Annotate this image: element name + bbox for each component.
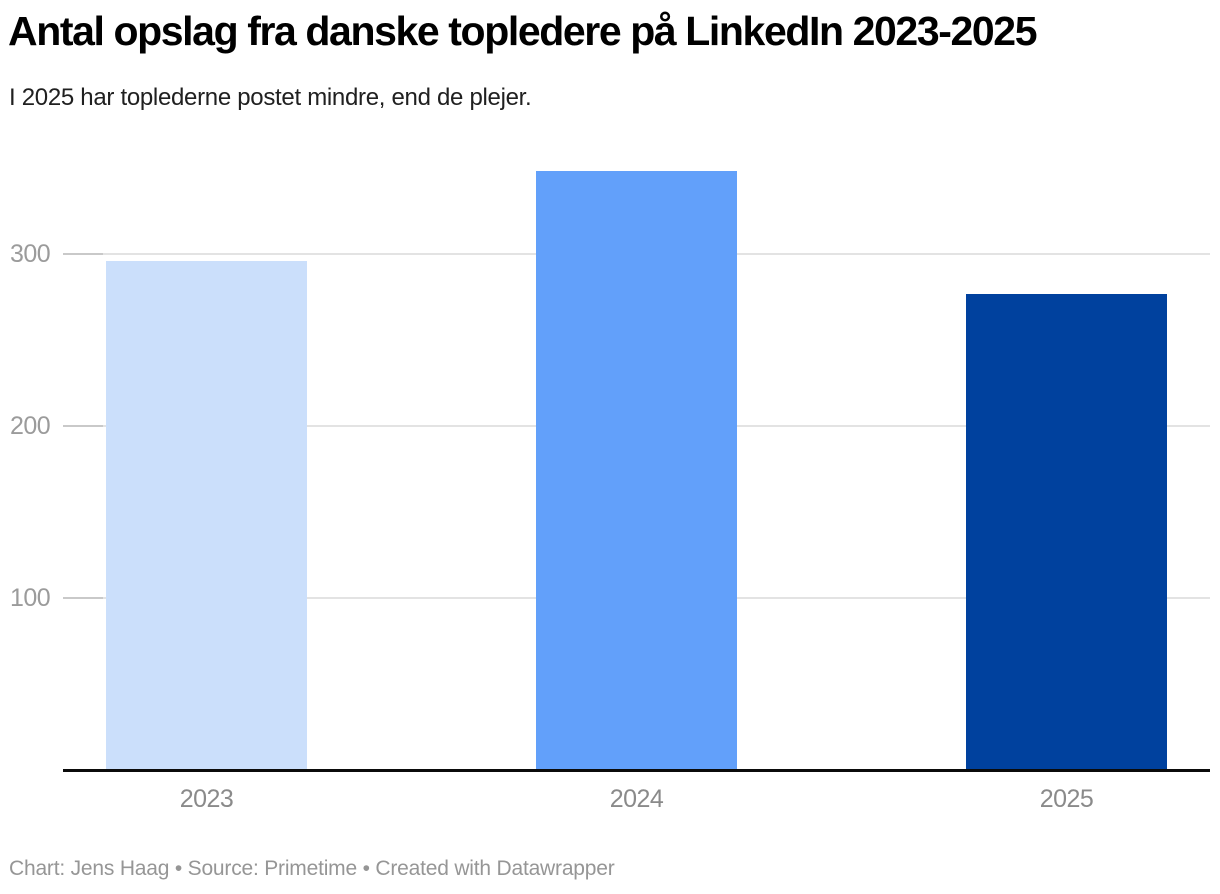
x-axis-label-2025: 2025 [1039,785,1094,813]
x-axis-label-2023: 2023 [179,785,234,813]
bar-2023[interactable] [106,261,307,770]
chart-subtitle: I 2025 har toplederne postet mindre, end… [9,84,532,111]
bar-2024[interactable] [536,171,737,770]
y-axis-label-200: 200 [10,412,51,440]
bar-2025[interactable] [966,294,1167,770]
chart-title: Antal opslag fra danske topledere på Lin… [8,8,1038,54]
chart-footer: Chart: Jens Haag • Source: Primetime • C… [9,857,615,880]
x-axis-line [63,769,1210,772]
y-axis-label-100: 100 [10,584,51,612]
x-axis-label-2024: 2024 [609,785,664,813]
y-axis-label-300: 300 [10,240,51,268]
